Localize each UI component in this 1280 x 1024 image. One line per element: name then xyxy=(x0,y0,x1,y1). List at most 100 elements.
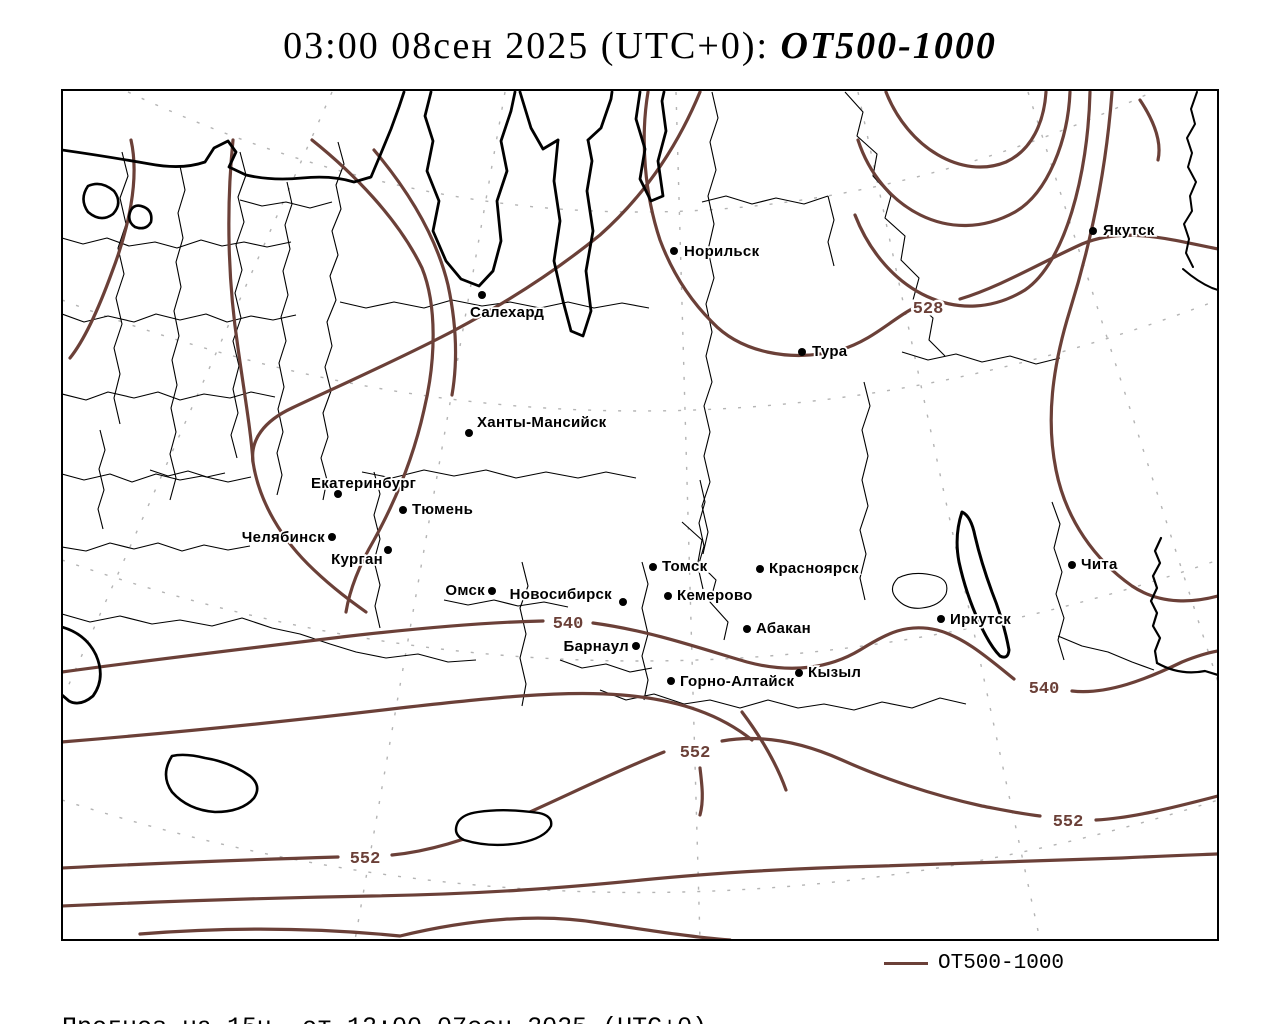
city-label: Челябинск xyxy=(242,529,325,546)
contour-label-528: 528 xyxy=(913,300,944,319)
caspian-sea-coast xyxy=(63,625,102,705)
contour-line xyxy=(138,916,732,939)
region-boundary-layer xyxy=(63,91,1155,711)
contour-line xyxy=(68,138,136,360)
city-dot xyxy=(488,587,496,595)
amur-border-line xyxy=(1155,661,1217,676)
forecast-info-line: Прогноз на 15ч. от 12:00 07сен 2025 (UTC… xyxy=(62,1012,707,1024)
city-dot xyxy=(756,565,764,573)
contour-label-552: 552 xyxy=(680,744,711,763)
contour-line xyxy=(1138,98,1161,162)
city-salekhard: Салехард xyxy=(468,291,546,323)
contour-line xyxy=(63,691,754,744)
city-label: Омск xyxy=(445,582,485,599)
lake-zaysan xyxy=(454,809,553,847)
city-irkutsk: Иркутск xyxy=(937,609,1013,630)
city-label: Кемерово xyxy=(677,587,753,604)
contour-label-540: 540 xyxy=(553,615,584,634)
lake-ladoga xyxy=(82,182,120,220)
coastline-layer xyxy=(63,91,1217,847)
boundary-line xyxy=(149,469,226,478)
boundary-line xyxy=(891,572,948,609)
boundary-line xyxy=(599,689,967,711)
city-tyumen: Тюмень xyxy=(399,499,475,520)
arctic-coastline xyxy=(63,91,406,184)
city-label: Кызыл xyxy=(808,664,861,681)
contour-line xyxy=(856,91,1072,228)
boundary-line xyxy=(1057,635,1155,671)
contour-label-552: 552 xyxy=(350,850,381,869)
city-tura: Тура xyxy=(798,341,849,362)
city-dot xyxy=(632,642,640,650)
city-khanty-mansiysk: Ханты-Мансийск xyxy=(465,412,608,437)
city-label: Иркутск xyxy=(950,611,1011,628)
boundary-line xyxy=(113,151,129,425)
city-dot xyxy=(937,615,945,623)
city-dot xyxy=(743,625,751,633)
city-dot xyxy=(798,348,806,356)
city-dot xyxy=(399,506,407,514)
yamal-coastline xyxy=(423,91,517,288)
city-kurgan: Курган xyxy=(329,546,392,570)
city-dot xyxy=(478,291,486,299)
boundary-line xyxy=(63,473,252,483)
contour-line xyxy=(698,766,704,817)
boundary-line xyxy=(63,391,276,401)
contour-line xyxy=(310,138,435,614)
contour-line-552 xyxy=(720,736,1042,818)
contour-line xyxy=(853,91,1092,308)
contour-layer xyxy=(63,91,1217,939)
ob-bay-east-lip xyxy=(586,91,614,142)
legend-line-swatch xyxy=(884,962,928,965)
city-dot xyxy=(1068,561,1076,569)
boundary-line xyxy=(63,237,292,249)
city-dot xyxy=(670,247,678,255)
city-omsk: Омск xyxy=(444,580,496,601)
footer-info: Прогноз на 15ч. от 12:00 07сен 2025 (UTC… xyxy=(62,948,707,1024)
boundary-line xyxy=(827,195,835,267)
contour-line-552 xyxy=(1094,794,1217,822)
city-krasnoyarsk: Красноярск xyxy=(756,558,860,579)
city-dot xyxy=(334,490,342,498)
city-dot xyxy=(795,669,803,677)
boundary-line xyxy=(901,351,1061,365)
legend: OT500-1000 xyxy=(884,952,1064,975)
city-kyzyl: Кызыл xyxy=(795,662,863,683)
boundary-line xyxy=(97,429,106,530)
taz-bay-outline xyxy=(634,91,668,203)
city-label: Салехард xyxy=(470,304,544,321)
city-yekaterinburg: Екатеринбург xyxy=(309,473,418,498)
graticule-line xyxy=(857,91,1041,939)
contour-line xyxy=(372,148,458,397)
city-label: Ханты-Мансийск xyxy=(477,414,607,431)
graticule-line xyxy=(675,91,701,939)
city-gorno-altaysk: Горно-Алтайск xyxy=(667,671,796,692)
legend-label: OT500-1000 xyxy=(938,952,1065,975)
city-dot xyxy=(649,563,657,571)
contour-line-528 xyxy=(958,233,1217,301)
city-label: Екатеринбург xyxy=(311,475,416,492)
city-label: Якутск xyxy=(1103,222,1155,239)
boundary-line xyxy=(320,141,345,501)
city-tomsk: Томск xyxy=(649,556,709,577)
amur-border-line xyxy=(1149,536,1163,665)
city-label: Тюмень xyxy=(412,501,473,518)
contour-line xyxy=(251,91,702,614)
title-field-name: OT500-1000 xyxy=(780,25,997,67)
boundary-line xyxy=(339,299,650,309)
city-label: Абакан xyxy=(756,620,811,637)
contour-line-552 xyxy=(63,855,340,870)
graticule-line xyxy=(63,799,1217,894)
boundary-line xyxy=(859,381,871,601)
contour-line xyxy=(63,852,1217,908)
boundary-line xyxy=(559,659,653,673)
boundary-line xyxy=(169,165,186,501)
boundary-line xyxy=(276,181,293,496)
boundary-line xyxy=(373,471,381,629)
map-frame xyxy=(61,89,1219,941)
city-dot xyxy=(667,677,675,685)
city-abakan: Абакан xyxy=(743,618,812,639)
boundary-line xyxy=(63,613,477,663)
ob-bay-outline xyxy=(552,138,595,338)
